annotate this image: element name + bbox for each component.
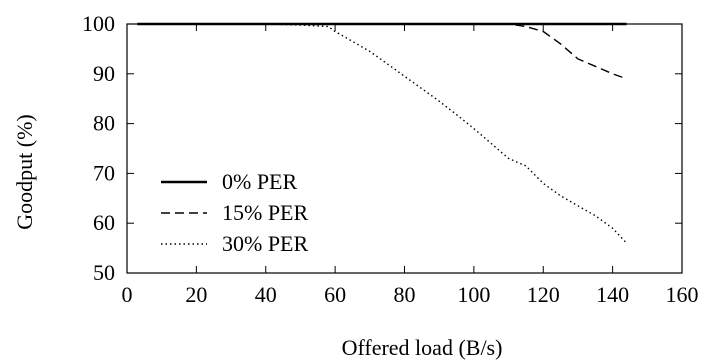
x-tick-label: 80 bbox=[394, 282, 416, 307]
series-layer bbox=[137, 22, 628, 244]
legend: 0% PER 15% PER 30% PER bbox=[161, 169, 309, 256]
series-line-2 bbox=[137, 23, 627, 80]
x-tick-label: 40 bbox=[255, 282, 277, 307]
legend-label-3: 30% PER bbox=[222, 231, 309, 256]
plot-border bbox=[126, 23, 683, 274]
x-axis-label: Offered load (B/s) bbox=[342, 335, 503, 360]
plot-frame bbox=[126, 23, 683, 274]
x-tick-label: 160 bbox=[666, 282, 699, 307]
x-tick-label: 120 bbox=[527, 282, 560, 307]
x-tick-label: 100 bbox=[457, 282, 490, 307]
y-axis-ticks: 50 60 70 80 90 100 bbox=[82, 11, 682, 285]
y-tick-label: 90 bbox=[93, 61, 115, 86]
y-tick-label: 80 bbox=[93, 111, 115, 136]
y-tick-label: 60 bbox=[93, 210, 115, 235]
y-tick-label: 70 bbox=[93, 160, 115, 185]
x-tick-label: 20 bbox=[185, 282, 207, 307]
y-tick-label: 100 bbox=[82, 11, 115, 36]
y-axis-label: Goodput (%) bbox=[12, 114, 37, 229]
x-tick-label: 140 bbox=[596, 282, 629, 307]
legend-label-2: 15% PER bbox=[222, 200, 309, 225]
series-line-3 bbox=[137, 23, 628, 244]
x-tick-label: 0 bbox=[122, 282, 133, 307]
x-axis-ticks: 0 20 40 60 80 100 120 140 160 bbox=[122, 24, 699, 307]
x-tick-label: 60 bbox=[324, 282, 346, 307]
legend-label-1: 0% PER bbox=[222, 169, 298, 194]
y-tick-label: 50 bbox=[93, 260, 115, 285]
